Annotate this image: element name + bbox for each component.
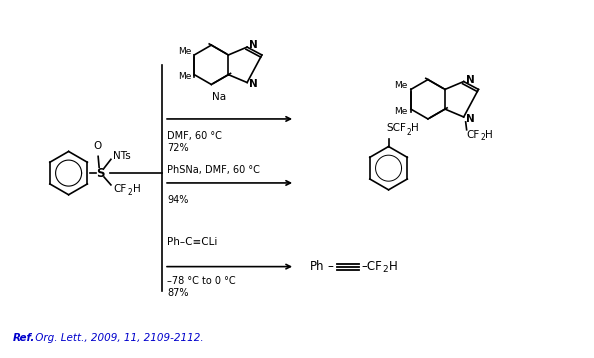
Text: H: H <box>411 123 419 133</box>
Text: H: H <box>132 184 140 194</box>
Text: S: S <box>96 166 105 180</box>
Text: Ph–C≡CLi: Ph–C≡CLi <box>167 237 217 247</box>
Text: 2: 2 <box>406 128 411 137</box>
Text: O: O <box>93 141 101 150</box>
Text: 87%: 87% <box>167 288 188 298</box>
Text: N: N <box>466 74 475 84</box>
Text: Org. Lett., 2009, 11, 2109-2112.: Org. Lett., 2009, 11, 2109-2112. <box>32 333 204 343</box>
Text: CF: CF <box>467 130 480 140</box>
Text: –78 °C to 0 °C: –78 °C to 0 °C <box>167 276 236 286</box>
Text: Ph: Ph <box>310 260 324 273</box>
Text: 94%: 94% <box>167 195 188 205</box>
Text: NTs: NTs <box>113 151 131 161</box>
Text: N: N <box>466 114 475 124</box>
Text: 72%: 72% <box>167 142 189 153</box>
Text: H: H <box>388 260 397 273</box>
Text: –CF: –CF <box>361 260 382 273</box>
Text: SCF: SCF <box>387 123 406 133</box>
Text: N: N <box>249 79 258 90</box>
Text: 2: 2 <box>128 188 132 197</box>
Text: CF: CF <box>113 184 126 194</box>
Text: Na: Na <box>212 92 226 102</box>
Text: Me: Me <box>178 47 191 55</box>
Text: Me: Me <box>394 81 408 90</box>
Text: –: – <box>327 260 333 273</box>
Text: 2: 2 <box>383 265 388 274</box>
Text: Me: Me <box>394 107 408 116</box>
Text: N: N <box>249 40 258 50</box>
Text: Me: Me <box>178 72 191 81</box>
Text: DMF, 60 °C: DMF, 60 °C <box>167 131 222 141</box>
Text: H: H <box>485 130 493 140</box>
Text: Ref.: Ref. <box>12 333 35 343</box>
Text: PhSNa, DMF, 60 °C: PhSNa, DMF, 60 °C <box>167 165 260 175</box>
Text: 2: 2 <box>481 133 485 142</box>
